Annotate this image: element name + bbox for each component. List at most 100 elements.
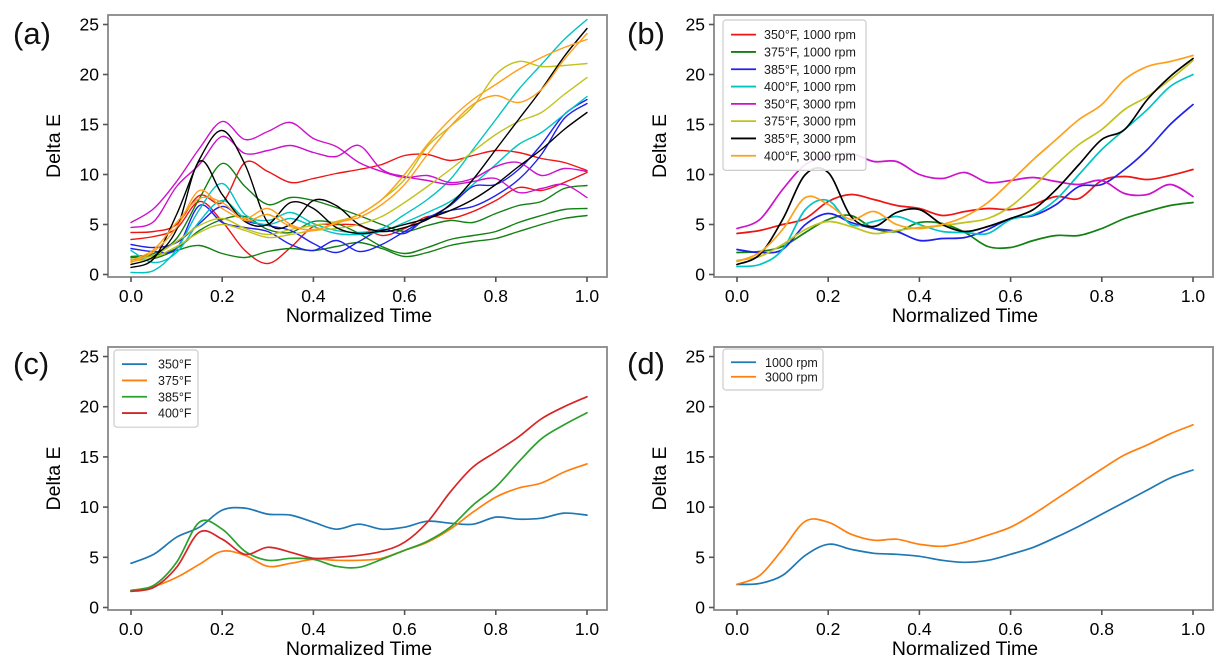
panel-d: 0.0 0.2 0.4 0.6 0.8 1.0 Normalized Time 0 5 10 15 2… — [614, 330, 1228, 657]
series-line-375°F — [130, 463, 588, 592]
series-line-385°F, 1000 rpm (run 1) — [130, 98, 588, 254]
x-tick-label: 0.0 — [119, 286, 144, 306]
y-tick-label: 0 — [695, 265, 705, 285]
legend-label: 350°F, 3000 rpm — [764, 97, 856, 111]
y-tick-label: 15 — [80, 115, 99, 135]
x-tick-label: 0.2 — [816, 619, 840, 639]
legend: 350°F, 1000 rpm 375°F, 1000 rpm 385°F, 100… — [722, 19, 867, 171]
x-tick-label: 0.8 — [484, 619, 508, 639]
chart-canvas: 0.0 0.2 0.4 0.6 0.8 1.0 Normalized Time 0 5 10 15 2… — [13, 14, 608, 327]
series-line-400°F, 1000 rpm — [736, 73, 1194, 268]
series-line-385°F, 3000 rpm (run 1) — [130, 27, 588, 269]
x-tick-label: 0.0 — [119, 619, 144, 639]
y-axis: 0 5 10 15 20 25 Delta E — [649, 347, 714, 617]
y-axis-label: Delta E — [43, 447, 65, 511]
x-tick-label: 0.0 — [725, 619, 750, 639]
series-line-400°F, 3000 rpm (run 1) — [130, 32, 588, 264]
y-tick-label: 15 — [686, 447, 705, 467]
series-line-3000 rpm — [736, 423, 1194, 586]
x-axis-label: Normalized Time — [286, 638, 432, 657]
series-line-350°F, 1000 rpm — [736, 168, 1194, 235]
x-tick-label: 0.2 — [210, 286, 234, 306]
series-line-350°F — [130, 506, 588, 565]
series-line-350°F, 1000 rpm (run 1) — [130, 149, 588, 234]
series-line-385°F, 1000 rpm (run 2) — [130, 102, 588, 254]
chart-canvas: 0.0 0.2 0.4 0.6 0.8 1.0 Normalized Time 0 5 10 15 2… — [13, 346, 608, 657]
x-tick-label: 0.4 — [907, 286, 932, 306]
y-tick-label: 15 — [686, 115, 705, 135]
y-tick-label: 5 — [695, 547, 705, 567]
legend-label: 375°F, 3000 rpm — [764, 115, 856, 129]
y-tick-label: 25 — [686, 15, 705, 35]
legend-label: 400°F, 3000 rpm — [764, 149, 856, 163]
panel-a: 0.0 0.2 0.4 0.6 0.8 1.0 Normalized Time 0 5 10 15 2… — [0, 0, 614, 335]
chart-canvas: 0.0 0.2 0.4 0.6 0.8 1.0 Normalized Time 0 5 10 15 2… — [627, 14, 1214, 327]
x-tick-label: 0.4 — [301, 619, 326, 639]
y-axis: 0 5 10 15 20 25 Delta E — [43, 347, 108, 617]
series-line-400°F, 3000 rpm (run 2) — [130, 38, 588, 262]
x-axis-label: Normalized Time — [892, 305, 1038, 327]
y-axis: 0 5 10 15 20 25 Delta E — [43, 15, 108, 285]
y-tick-label: 20 — [686, 65, 706, 85]
chart-canvas: 0.0 0.2 0.4 0.6 0.8 1.0 Normalized Time 0 5 10 15 2… — [627, 346, 1214, 657]
y-tick-label: 5 — [695, 215, 705, 235]
y-tick-label: 25 — [686, 347, 705, 367]
x-tick-label: 1.0 — [575, 619, 600, 639]
series-line-400°F, 3000 rpm — [736, 54, 1194, 263]
x-axis-label: Normalized Time — [286, 305, 432, 327]
legend-label: 375°F — [158, 374, 192, 388]
legend-label: 385°F, 3000 rpm — [764, 132, 856, 146]
legend-box — [113, 349, 199, 428]
y-tick-label: 20 — [686, 397, 706, 417]
panel-letter: (b) — [627, 16, 665, 51]
series-line-375°F, 1000 rpm (run 1) — [130, 162, 588, 258]
legend-label: 375°F, 1000 rpm — [764, 45, 856, 59]
x-tick-label: 0.6 — [998, 286, 1022, 306]
series-line-375°F, 3000 rpm — [736, 59, 1194, 262]
x-tick-label: 1.0 — [1181, 619, 1206, 639]
x-tick-label: 1.0 — [575, 286, 600, 306]
legend-label: 3000 rpm — [765, 370, 818, 384]
y-tick-label: 5 — [89, 547, 99, 567]
y-tick-label: 5 — [89, 215, 99, 235]
series-line-400°F, 1000 rpm (run 2) — [130, 95, 588, 264]
x-tick-label: 1.0 — [1181, 286, 1206, 306]
y-tick-label: 0 — [695, 597, 705, 617]
x-tick-label: 0.6 — [392, 619, 416, 639]
panel-c: 0.0 0.2 0.4 0.6 0.8 1.0 Normalized Time 0 5 10 15 2… — [0, 330, 614, 657]
series-line-350°F, 1000 rpm (run 2) — [130, 171, 588, 265]
legend-label: 350°F, 1000 rpm — [764, 28, 856, 42]
x-tick-label: 0.2 — [210, 619, 234, 639]
plot-area — [736, 423, 1194, 586]
axes-spines — [107, 14, 608, 278]
x-tick-label: 0.8 — [1090, 286, 1114, 306]
y-tick-label: 15 — [80, 447, 99, 467]
panel-b: 0.0 0.2 0.4 0.6 0.8 1.0 Normalized Time 0 5 10 15 2… — [614, 0, 1228, 335]
x-tick-label: 0.4 — [907, 619, 932, 639]
axes-spines — [713, 346, 1214, 611]
axes-spines — [107, 346, 608, 611]
legend-label: 1000 rpm — [765, 356, 818, 370]
legend-label: 350°F — [158, 358, 192, 372]
x-tick-label: 0.6 — [998, 619, 1022, 639]
plot-area — [130, 18, 588, 274]
x-tick-label: 0.6 — [392, 286, 416, 306]
x-tick-label: 0.0 — [725, 286, 750, 306]
series-line-400°F, 1000 rpm (run 1) — [130, 18, 588, 274]
y-axis-label: Delta E — [43, 114, 65, 178]
series-line-385°F — [130, 411, 588, 592]
y-tick-label: 25 — [80, 347, 99, 367]
y-axis-label: Delta E — [649, 114, 671, 178]
series-line-375°F, 1000 rpm (run 2) — [130, 214, 588, 261]
axes-spines — [713, 14, 1214, 278]
panel-letter: (c) — [13, 346, 49, 381]
x-axis-label: Normalized Time — [892, 638, 1038, 657]
series-line-1000 rpm — [736, 469, 1194, 586]
series-line-350°F, 3000 rpm (run 2) — [130, 135, 588, 229]
series-line-385°F, 3000 rpm (run 2) — [130, 111, 588, 266]
x-tick-label: 0.8 — [484, 286, 508, 306]
y-tick-label: 10 — [80, 497, 100, 517]
panel-letter: (d) — [627, 346, 665, 381]
x-tick-label: 0.4 — [301, 286, 326, 306]
